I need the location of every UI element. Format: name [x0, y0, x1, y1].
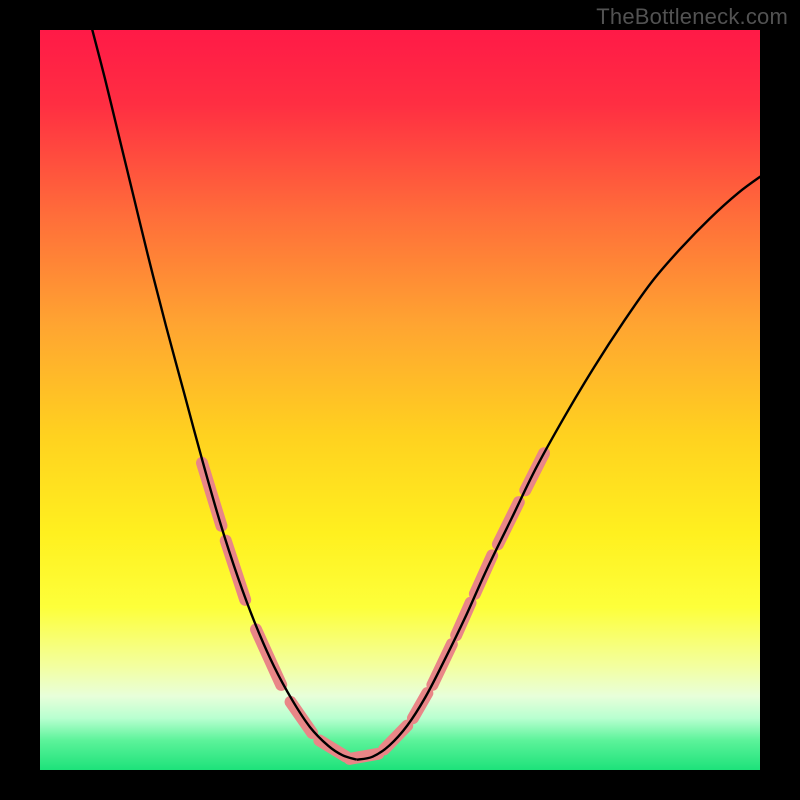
bottleneck-curve-chart [0, 0, 800, 800]
watermark-label: TheBottleneck.com [596, 4, 788, 30]
